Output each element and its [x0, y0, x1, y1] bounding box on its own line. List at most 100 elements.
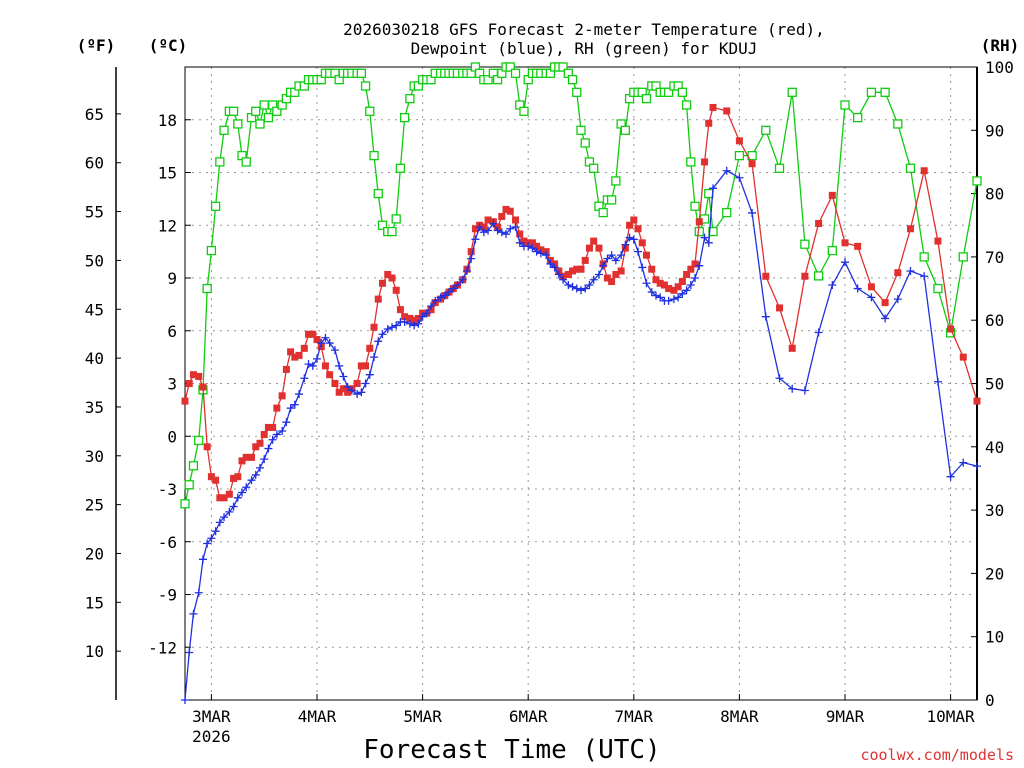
rh-point	[360, 81, 371, 91]
rh-series	[180, 62, 982, 509]
rh-point	[919, 252, 929, 262]
dewpoint-point	[748, 208, 757, 217]
dewpoint-point	[458, 275, 467, 284]
rh-tick-label: 90	[985, 121, 1004, 140]
dewpoint-point	[651, 291, 660, 300]
dewpoint-point	[572, 284, 581, 293]
dewpoint-point	[617, 251, 626, 260]
temperature-point	[652, 276, 660, 284]
rh-point	[365, 106, 375, 116]
rh-point	[519, 106, 529, 116]
dewpoint-point	[621, 240, 630, 249]
temperature-point	[723, 107, 731, 115]
dewpoint-point	[532, 247, 541, 256]
dewpoint-point	[203, 539, 212, 548]
dewpoint-point	[554, 270, 563, 279]
temperature-point	[533, 242, 541, 250]
x-tick-label: 6MAR	[509, 707, 548, 726]
temperature-point	[305, 330, 313, 338]
temperature-point	[384, 270, 392, 278]
x-tick-label: 4MAR	[298, 707, 337, 726]
temperature-point	[207, 473, 215, 481]
temperature-point	[959, 353, 967, 361]
temperature-point	[608, 278, 616, 286]
dewpoint-point	[300, 374, 309, 383]
dewpoint-point	[611, 256, 620, 265]
rh-point	[880, 87, 890, 97]
temperature-point	[762, 272, 770, 280]
rh-point	[686, 157, 696, 167]
dewpoint-point	[704, 238, 713, 247]
rh-point	[690, 201, 700, 211]
temperature-line	[184, 106, 978, 499]
rh-point	[233, 119, 243, 129]
dewpoint-point	[700, 233, 709, 242]
dewpoint-point	[814, 328, 823, 337]
temperature-point	[242, 453, 250, 461]
dewpoint-point	[607, 251, 616, 260]
temperature-point	[617, 267, 625, 275]
temperature-point	[282, 365, 290, 373]
dewpoint-point	[313, 354, 321, 363]
dewpoint-point	[589, 275, 598, 284]
dewpoint-point	[625, 233, 634, 242]
temperature-point	[273, 404, 281, 412]
temperature-point	[691, 260, 699, 268]
temperature-point	[894, 269, 902, 277]
dewpoint-point	[272, 430, 281, 439]
celsius-unit-label: (ºC)	[149, 36, 188, 55]
temperature-point	[484, 216, 492, 224]
temperature-point	[581, 256, 589, 264]
temperature-point	[626, 221, 634, 229]
rh-point	[572, 87, 582, 97]
dewpoint-point	[674, 293, 683, 302]
rh-point	[933, 283, 943, 294]
rh-point	[241, 157, 251, 167]
temperature-point	[366, 344, 374, 352]
dewpoint-point	[308, 361, 317, 370]
temperature-point	[278, 392, 286, 400]
temperature-point	[353, 380, 361, 387]
dewpoint-point	[207, 534, 216, 543]
temperature-point	[339, 385, 347, 393]
temperature-series	[181, 103, 981, 502]
dewpoint-point	[233, 493, 242, 502]
dewpoint-point	[634, 247, 643, 256]
dewpoint-point	[946, 472, 955, 481]
rh-tick-label: 30	[985, 501, 1004, 520]
x-tick-label: 8MAR	[720, 707, 759, 726]
temperature-point	[234, 473, 242, 481]
dewpoint-point	[564, 281, 573, 290]
rh-point	[215, 157, 225, 167]
temperature-point	[321, 362, 329, 370]
rh-point	[866, 87, 877, 97]
rh-point	[395, 163, 406, 173]
fahrenheit-tick-label: 60	[85, 154, 104, 173]
dewpoint-point	[502, 230, 511, 239]
dewpoint-point	[238, 488, 247, 497]
temperature-point	[225, 490, 233, 498]
dewpoint-point	[260, 455, 269, 464]
rh-tick-label: 50	[985, 375, 1004, 394]
dewpoint-point	[497, 228, 506, 237]
temperature-point	[506, 207, 514, 215]
rh-point	[567, 75, 578, 85]
rh-point	[255, 119, 265, 129]
dewpoint-point	[321, 333, 330, 342]
temperature-point	[309, 330, 317, 338]
temperature-point	[185, 380, 193, 387]
temperature-point	[701, 158, 709, 166]
gridlines	[185, 67, 977, 700]
dewpoint-point	[906, 266, 915, 275]
rh-point	[399, 112, 410, 123]
dewpoint-point	[867, 293, 876, 302]
fahrenheit-tick-label: 35	[85, 398, 104, 417]
temperature-point	[256, 439, 264, 447]
temperature-point	[595, 244, 603, 252]
rh-point	[558, 62, 568, 72]
temperature-point	[392, 286, 400, 294]
rh-point	[387, 226, 397, 237]
temperature-point	[502, 205, 510, 213]
dewpoint-point	[278, 426, 287, 435]
